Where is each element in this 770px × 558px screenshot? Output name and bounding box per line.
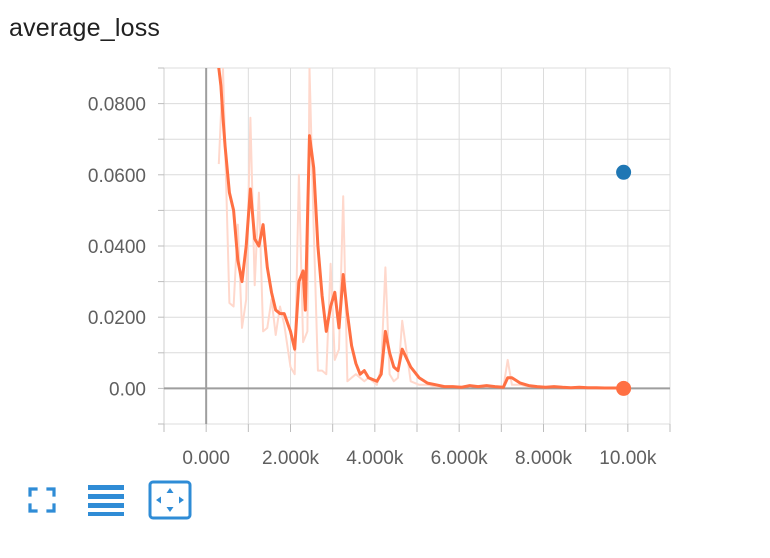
- line-chart[interactable]: 0.000 2.000k 4.000k 6.000k 8.000k 10.00k 0.00…: [0, 0, 770, 470]
- series-points: [616, 164, 632, 396]
- y-tick-labels: 0.00 0.0200 0.0400 0.0600 0.0800: [88, 95, 146, 401]
- chart-axes: [158, 67, 671, 432]
- toggle-log-scale-button[interactable]: [86, 480, 126, 520]
- x-tick-label: 2.000k: [262, 448, 320, 469]
- y-tick-label: 0.0600: [88, 166, 146, 187]
- raw-series-line: [217, 68, 622, 389]
- x-tick-label: 4.000k: [346, 448, 404, 469]
- fit-domain-icon: [148, 480, 192, 520]
- x-tick-labels: 0.000 2.000k 4.000k 6.000k 8.000k 10.00k: [182, 448, 656, 469]
- x-tick-label: 0.000: [182, 448, 230, 469]
- y-tick-label: 0.0200: [88, 308, 146, 329]
- y-tick-label: 0.00: [109, 379, 146, 400]
- smoothed-series-line: [217, 68, 623, 390]
- x-tick-label: 10.00k: [599, 448, 657, 469]
- smoothed-series: [217, 68, 623, 390]
- x-tick-label: 8.000k: [515, 448, 573, 469]
- series-point: [616, 164, 632, 180]
- list-lines-icon: [88, 485, 124, 516]
- y-tick-label: 0.0800: [88, 95, 146, 116]
- series-end-point: [616, 380, 632, 396]
- chart-title: average_loss: [9, 14, 161, 42]
- x-tick-label: 6.000k: [431, 448, 489, 469]
- grid-lines: [163, 67, 671, 425]
- fit-domain-button[interactable]: [148, 480, 192, 520]
- expand-button[interactable]: [26, 480, 58, 520]
- y-tick-label: 0.0400: [88, 237, 146, 258]
- raw-series: [217, 68, 622, 389]
- fullscreen-icon: [28, 487, 56, 513]
